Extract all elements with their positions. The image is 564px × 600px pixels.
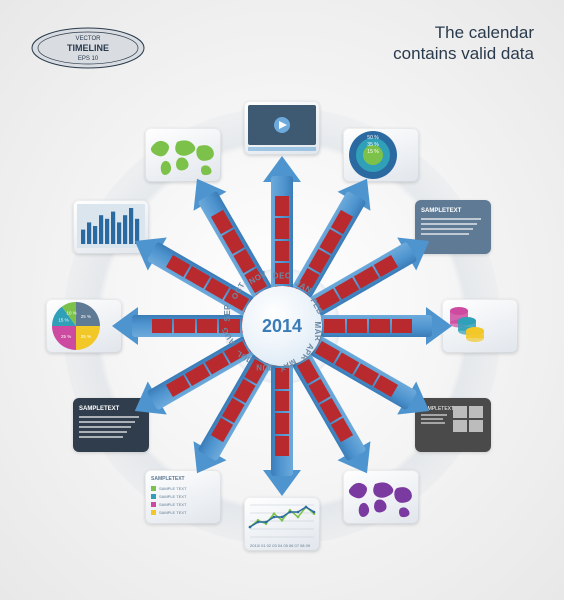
header-line1: The calendar	[435, 23, 534, 42]
badge-line3: EPS 10	[78, 56, 99, 62]
month-label-jun: JUN	[256, 363, 274, 372]
month-label-mar: MAR	[313, 322, 322, 342]
year-label: 2014	[262, 316, 302, 337]
month-label-sep: SEP	[223, 304, 232, 322]
header-line2: contains valid data	[393, 44, 534, 63]
month-label-dec: DEC	[273, 272, 291, 281]
header-caption: The calendar contains valid data	[393, 22, 534, 65]
timeline-badge: VECTOR TIMELINE EPS 10	[28, 24, 148, 72]
badge-line2: TIMELINE	[67, 43, 109, 53]
center-layer: 2014	[47, 91, 517, 561]
badge-line1: VECTOR	[76, 36, 102, 42]
radial-calendar: 50 %35 %15 %SAMPLETEXTSAMPLETEXT 2013/ 0…	[47, 91, 517, 561]
